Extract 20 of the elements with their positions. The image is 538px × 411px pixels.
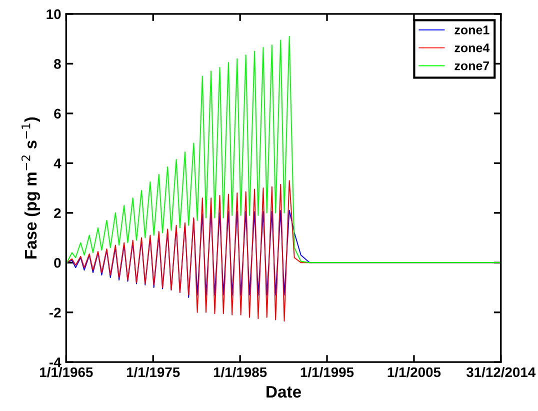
y-tick-label: 10 — [46, 9, 61, 20]
y-tick-label: 0 — [54, 258, 61, 268]
y-tick-label: 2 — [54, 208, 61, 218]
legend-label: zone7 — [454, 61, 490, 70]
x-axis-title: Date — [266, 386, 302, 398]
y-tick-label: -2 — [50, 308, 61, 318]
x-tick-label: 1/1/1995 — [300, 366, 354, 378]
y-tick-label: -4 — [50, 358, 62, 368]
y-tick-label: 8 — [54, 59, 61, 69]
x-tick-label: 1/1/1985 — [214, 366, 267, 378]
legend-label: zone1 — [454, 26, 490, 34]
y-tick-label: 4 — [54, 158, 62, 168]
line-series — [66, 36, 501, 264]
x-tick-label: 31/12/2014 — [466, 366, 536, 378]
legend-label: zone4 — [454, 44, 490, 52]
x-tick-label: 1/1/1975 — [126, 366, 180, 378]
y-tick-label: 6 — [54, 108, 61, 119]
x-tick-label: 1/1/1965 — [40, 366, 93, 378]
y-axis-title: Fase (pg m$^{−2}$ s$^{−1}$) — [21, 117, 40, 258]
x-tick-label: 1/1/2005 — [388, 366, 441, 378]
